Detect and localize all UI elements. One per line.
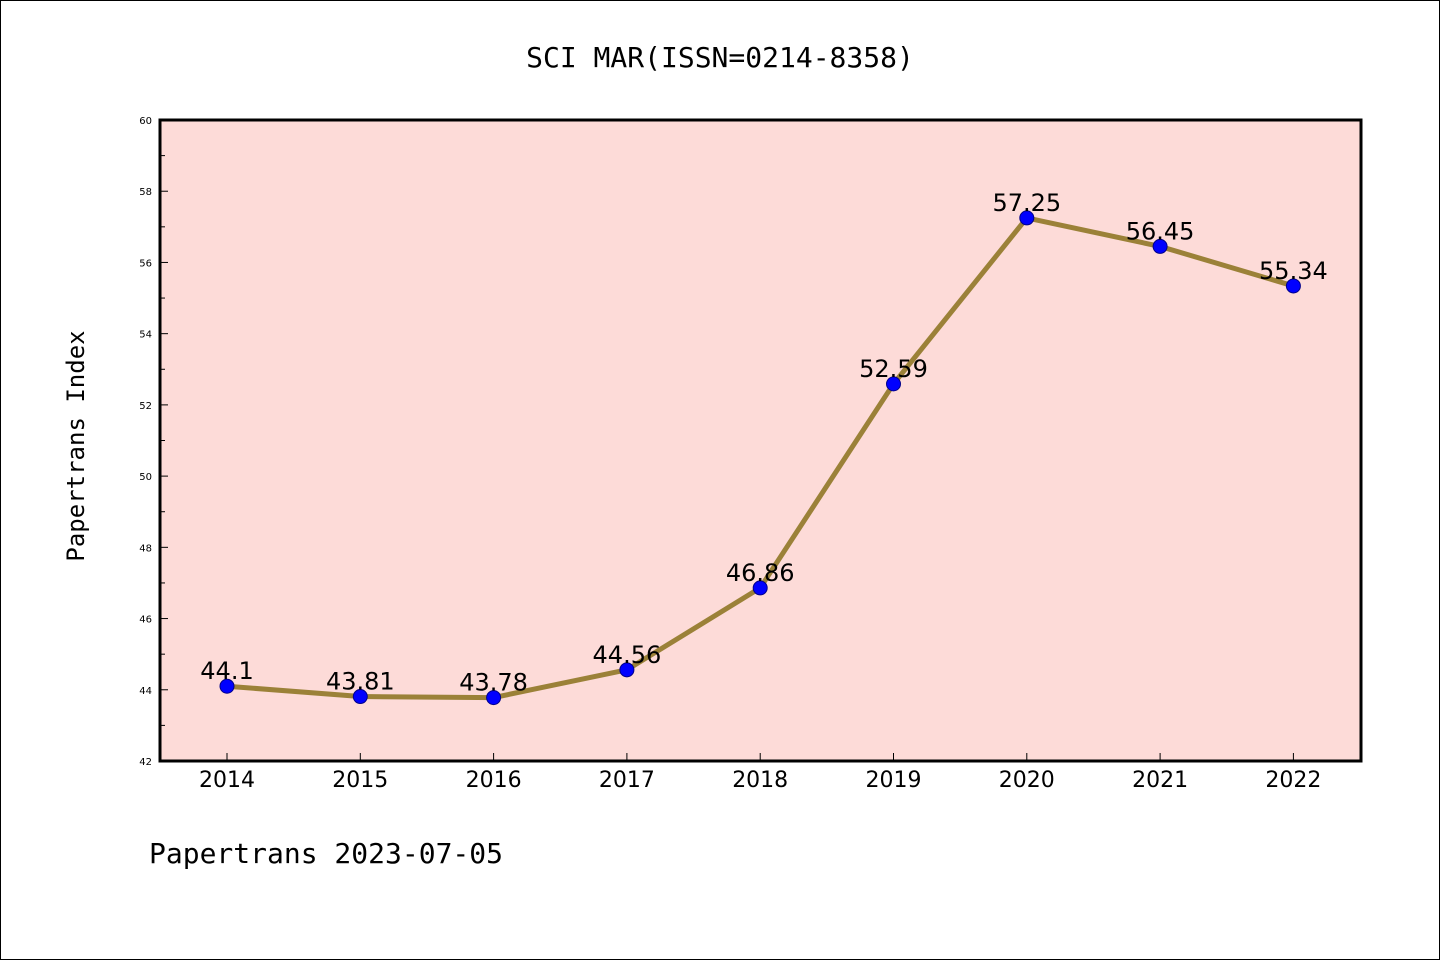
plot-border	[158, 118, 1363, 763]
data-label: 56.45	[1126, 217, 1195, 245]
x-tick-label: 2014	[199, 768, 255, 793]
y-tick-label: 48	[139, 543, 152, 554]
data-label: 44.56	[593, 641, 662, 669]
data-point	[219, 678, 235, 694]
x-tick-label: 2021	[1132, 768, 1188, 793]
x-tick-label: 2020	[999, 768, 1055, 793]
y-tick-label: 50	[139, 472, 152, 483]
data-label: 43.78	[459, 669, 528, 697]
data-label: 46.86	[726, 559, 795, 587]
y-tick-label: 44	[139, 686, 152, 697]
data-point	[486, 690, 502, 706]
y-tick-label: 46	[139, 615, 152, 626]
data-point	[1152, 238, 1168, 254]
data-label: 55.34	[1259, 257, 1328, 285]
x-tick-label: 2015	[332, 768, 388, 793]
y-tick-label: 56	[139, 258, 152, 269]
data-point	[886, 376, 901, 392]
x-tick-label: 2018	[732, 768, 788, 793]
plot-area	[160, 120, 1361, 761]
data-label: 44.1	[200, 657, 253, 685]
data-label: 52.59	[859, 355, 928, 383]
x-axis: 2014 2015 2016 2017 2018 2019 2020 2021 2022	[199, 753, 1321, 793]
x-tick-label: 2022	[1265, 768, 1321, 793]
footer-text: Papertrans 2023-07-05	[149, 837, 503, 870]
y-tick-label: 52	[139, 401, 152, 412]
data-point	[619, 662, 635, 678]
y-axis-label: Papertrans Index	[62, 330, 90, 561]
series-layer: 44.1 43.81 43.78 44.56 46.86 52.59 57.25 56.45 5…	[200, 189, 1328, 706]
data-point	[752, 580, 768, 596]
data-label: 43.81	[326, 668, 395, 696]
data-point	[1019, 210, 1035, 226]
chart-title: SCI MAR(ISSN=0214-8358)	[526, 41, 914, 74]
y-tick-label: 42	[139, 757, 152, 768]
data-point	[352, 689, 368, 705]
x-tick-label: 2019	[866, 768, 922, 793]
y-tick-label: 54	[139, 330, 152, 341]
x-tick-label: 2017	[599, 768, 655, 793]
data-point	[1285, 278, 1301, 294]
y-tick-label: 58	[139, 187, 152, 198]
data-label: 57.25	[992, 189, 1061, 217]
x-tick-label: 2016	[466, 768, 522, 793]
y-tick-label: 60	[139, 116, 152, 127]
